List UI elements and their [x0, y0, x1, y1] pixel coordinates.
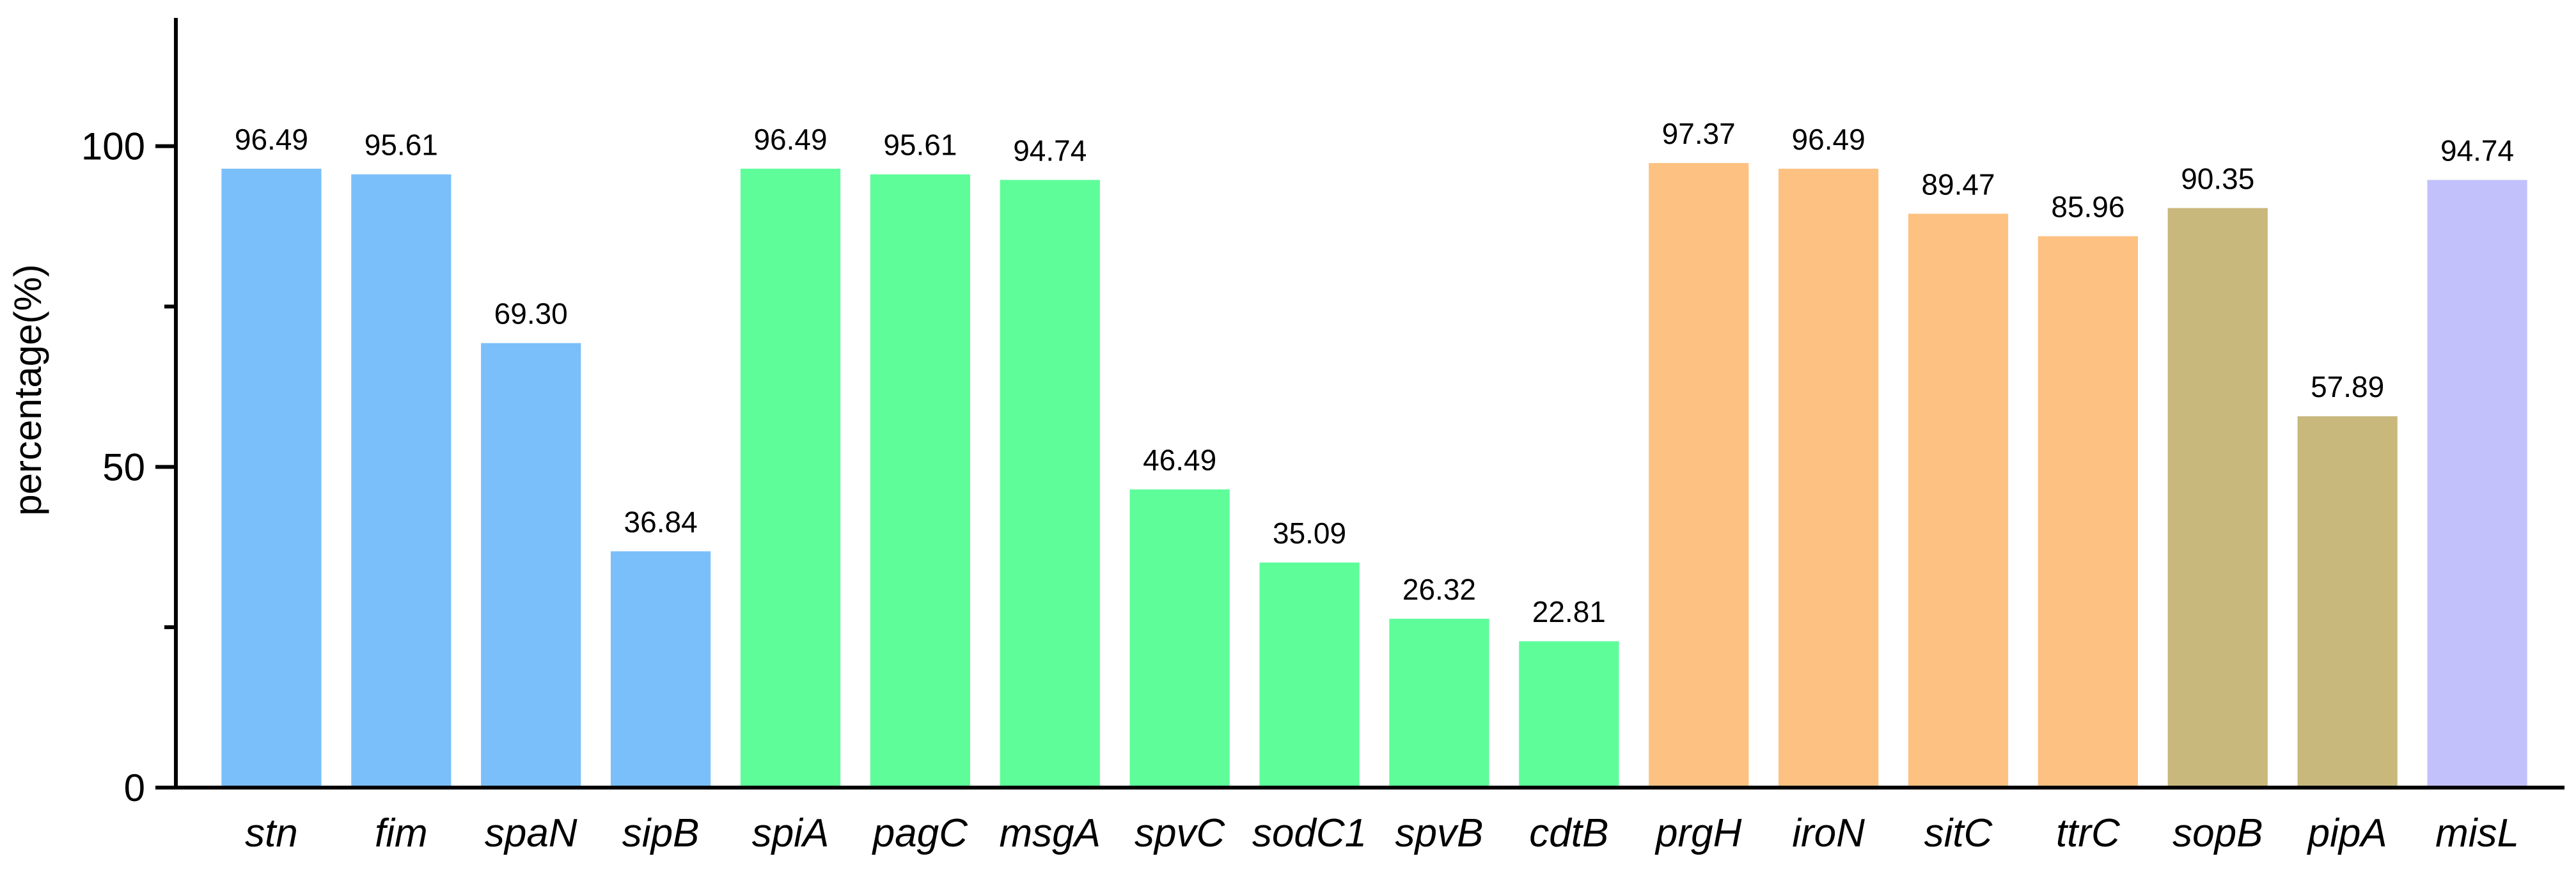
- bar-sopB: [2167, 208, 2268, 788]
- bar-cdtB: [1519, 641, 1619, 788]
- value-label-fim: 95.61: [365, 128, 438, 162]
- y-axis-title: percentage(%): [6, 264, 49, 516]
- bar-iroN: [1778, 168, 1879, 788]
- value-label-sipB: 36.84: [624, 505, 698, 538]
- bar-stn: [221, 168, 322, 788]
- x-tick-label-iroN: iroN: [1792, 811, 1865, 855]
- axes-group: 0 50 100: [81, 18, 2564, 809]
- bar-prgH: [1649, 163, 1749, 788]
- bar-spvB: [1389, 618, 1489, 788]
- bar-spiA: [740, 168, 841, 788]
- value-label-cdtB: 22.81: [1532, 595, 1606, 628]
- bar-pipA: [2297, 416, 2398, 788]
- x-tick-label-stn: stn: [245, 811, 298, 855]
- value-labels-group: 96.49 95.61 69.30 36.84 96.49 95.61 94.74 46.49…: [235, 117, 2514, 628]
- bar-ttrC: [2038, 236, 2139, 788]
- bar-spaN: [481, 343, 581, 788]
- x-tick-label-spvC: spvC: [1135, 811, 1225, 855]
- x-tick-label-pagC: pagC: [872, 811, 968, 855]
- x-tick-label-prgH: prgH: [1654, 811, 1742, 855]
- value-label-spvC: 46.49: [1143, 444, 1216, 477]
- value-label-pagC: 95.61: [883, 128, 957, 162]
- y-tick-label-0: 0: [124, 766, 145, 809]
- bar-fim: [351, 174, 452, 788]
- value-label-prgH: 97.37: [1662, 117, 1736, 150]
- x-tick-label-fim: fim: [375, 811, 428, 855]
- x-tick-label-ttrC: ttrC: [2056, 811, 2121, 855]
- x-tick-label-spiA: spiA: [752, 811, 829, 855]
- x-tick-label-msgA: msgA: [1000, 811, 1101, 855]
- y-tick-label-50: 50: [102, 446, 145, 488]
- bars-group: [221, 163, 2527, 788]
- x-tick-label-sodC1: sodC1: [1252, 811, 1367, 855]
- bar-spvC: [1129, 489, 1230, 788]
- value-label-spiA: 96.49: [753, 123, 827, 156]
- value-label-spaN: 69.30: [494, 297, 568, 331]
- value-label-stn: 96.49: [235, 123, 308, 156]
- bar-pagC: [870, 174, 971, 788]
- value-label-sodC1: 35.09: [1273, 517, 1346, 550]
- x-tick-label-spaN: spaN: [485, 811, 577, 855]
- value-label-ttrC: 85.96: [2051, 191, 2124, 224]
- x-tick-label-sipB: sipB: [622, 811, 700, 855]
- value-label-misL: 94.74: [2440, 134, 2514, 167]
- x-tick-label-pipA: pipA: [2307, 811, 2387, 855]
- x-tick-label-spvB: spvB: [1395, 811, 1484, 855]
- value-label-pipA: 57.89: [2311, 370, 2384, 403]
- value-label-iroN: 96.49: [1792, 123, 1865, 156]
- y-tick-label-100: 100: [81, 125, 145, 168]
- bar-misL: [2427, 180, 2527, 788]
- value-label-spvB: 26.32: [1402, 573, 1476, 606]
- value-label-sitC: 89.47: [1921, 167, 1995, 201]
- x-tick-label-sitC: sitC: [1924, 811, 1993, 855]
- bar-sipB: [610, 551, 711, 788]
- bar-msgA: [1000, 180, 1100, 788]
- category-labels-group: stn fim spaN sipB spiA pagC msgA spvC sodC1 spvB c…: [245, 811, 2519, 855]
- bar-sodC1: [1259, 562, 1360, 788]
- value-label-msgA: 94.74: [1013, 134, 1087, 167]
- x-tick-label-cdtB: cdtB: [1529, 811, 1608, 855]
- x-tick-label-sopB: sopB: [2172, 811, 2263, 855]
- bar-sitC: [1908, 214, 2009, 788]
- x-tick-label-misL: misL: [2435, 811, 2519, 855]
- value-label-sopB: 90.35: [2181, 162, 2254, 195]
